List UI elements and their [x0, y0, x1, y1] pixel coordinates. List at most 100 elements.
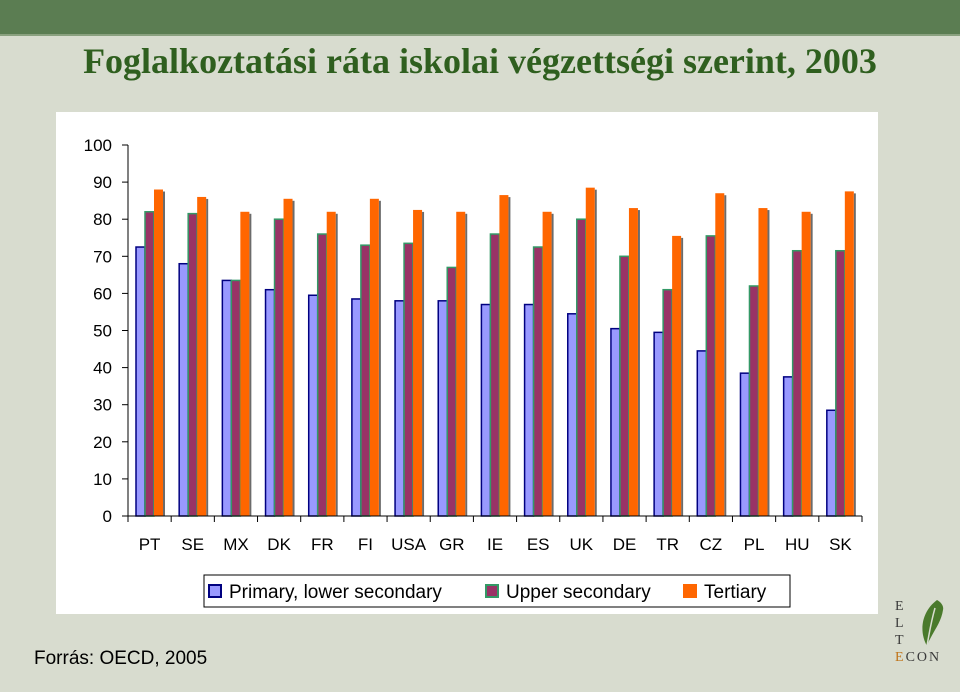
bar [144, 211, 155, 517]
bar-shadow [767, 210, 770, 516]
bar-shadow [465, 213, 468, 516]
bar-shadow [551, 213, 554, 516]
bar [576, 218, 587, 517]
bar [480, 303, 492, 517]
y-tick-label: 90 [93, 173, 112, 192]
x-tick-label: SK [829, 535, 852, 554]
x-tick-label: FR [311, 535, 334, 554]
x-tick-label: FI [358, 535, 373, 554]
logo-letter: T [895, 633, 906, 648]
x-tick-label: DE [613, 535, 637, 554]
bar-shadow [335, 213, 338, 516]
bar [619, 255, 630, 517]
bar-shadow [810, 213, 813, 516]
top-bar [0, 0, 960, 36]
leaf-icon [922, 600, 944, 647]
legend-swatch [485, 584, 499, 598]
slide-title: Foglalkoztatási ráta iskolai végzettségi… [83, 41, 877, 81]
y-tick-label: 70 [93, 247, 112, 266]
logo-letters: E L T ECON [895, 598, 941, 666]
bar [532, 246, 544, 517]
x-tick-label: UK [570, 535, 594, 554]
bar [283, 198, 293, 517]
bar [230, 279, 242, 517]
bar [542, 211, 552, 516]
y-tick-label: 0 [103, 507, 112, 526]
bar [369, 198, 379, 517]
bar [835, 249, 846, 517]
bar [273, 218, 285, 517]
bar [696, 350, 708, 517]
chart-panel: 0 10 20 30 40 50 60 70 80 90 100 PT SE MX DK FR FI USA GR… [56, 112, 878, 614]
y-tick-label: 20 [93, 433, 112, 452]
y-tick-label: 40 [93, 359, 112, 378]
bar [826, 409, 837, 517]
legend-swatch [208, 584, 222, 598]
bar [178, 262, 189, 517]
bar [844, 191, 854, 516]
bar [672, 235, 682, 516]
bar [801, 211, 811, 516]
legend-swatch [683, 584, 697, 598]
bar-shadow [724, 195, 727, 516]
x-tick-label: TR [656, 535, 679, 554]
bar-shadow [508, 197, 511, 516]
bar-shadow [681, 237, 684, 516]
bar [187, 212, 198, 517]
x-tick-label: GR [439, 535, 465, 554]
bar [653, 331, 664, 517]
x-tick-label: CZ [700, 535, 723, 554]
x-tick-label: PT [139, 535, 161, 554]
bar [628, 208, 638, 516]
bar [437, 300, 448, 517]
y-tick-label: 10 [93, 470, 112, 489]
bar [351, 298, 362, 517]
bar [782, 376, 794, 517]
bar [413, 209, 423, 517]
bar [610, 327, 621, 517]
bar-shadow [206, 198, 209, 516]
x-tick-label: DK [267, 535, 291, 554]
bar [715, 193, 725, 516]
bar [221, 279, 233, 517]
bar [394, 300, 405, 517]
bar [135, 246, 146, 517]
legend-label: Upper secondary [506, 582, 651, 603]
bar [240, 211, 250, 516]
logo-letter: E [895, 650, 906, 665]
bar-shadow [249, 213, 252, 516]
legend: Primary, lower secondary Upper secondary T… [203, 574, 791, 608]
bar [523, 303, 535, 517]
y-tick-label: 80 [93, 210, 112, 229]
bar-shadow [292, 200, 295, 517]
bar-shadow [422, 211, 425, 517]
bar [758, 208, 768, 516]
bar [585, 187, 595, 516]
bar [197, 196, 207, 516]
bar [154, 189, 163, 516]
y-tick-label: 100 [84, 136, 112, 155]
bar [489, 233, 501, 517]
logo-letter: E [895, 599, 906, 614]
x-tick-label: HU [785, 535, 810, 554]
y-tick-label: 30 [93, 396, 112, 415]
bar-chart: 0 10 20 30 40 50 60 70 80 90 100 PT SE MX DK FR FI USA GR… [84, 136, 863, 608]
elte-econ-logo: E L T ECON [895, 598, 957, 674]
logo-letter: CON [905, 650, 942, 665]
bar [326, 211, 336, 516]
x-tick-label: ES [527, 535, 550, 554]
legend-label: Tertiary [704, 582, 767, 603]
legend-label: Primary, lower secondary [229, 582, 442, 603]
x-tick-label: IE [487, 535, 503, 554]
x-tick-label: SE [181, 535, 204, 554]
bar-shadow [853, 193, 856, 516]
source-note: Forrás: OECD, 2005 [34, 648, 208, 669]
y-axis: 0 10 20 30 40 50 60 70 80 90 100 [84, 136, 129, 526]
x-tick-label: PL [744, 535, 765, 554]
y-tick-label: 50 [93, 322, 112, 341]
bar [662, 288, 673, 517]
bar [499, 195, 509, 516]
x-tick-label: MX [223, 535, 249, 554]
bar [748, 285, 760, 517]
bar [360, 244, 371, 517]
